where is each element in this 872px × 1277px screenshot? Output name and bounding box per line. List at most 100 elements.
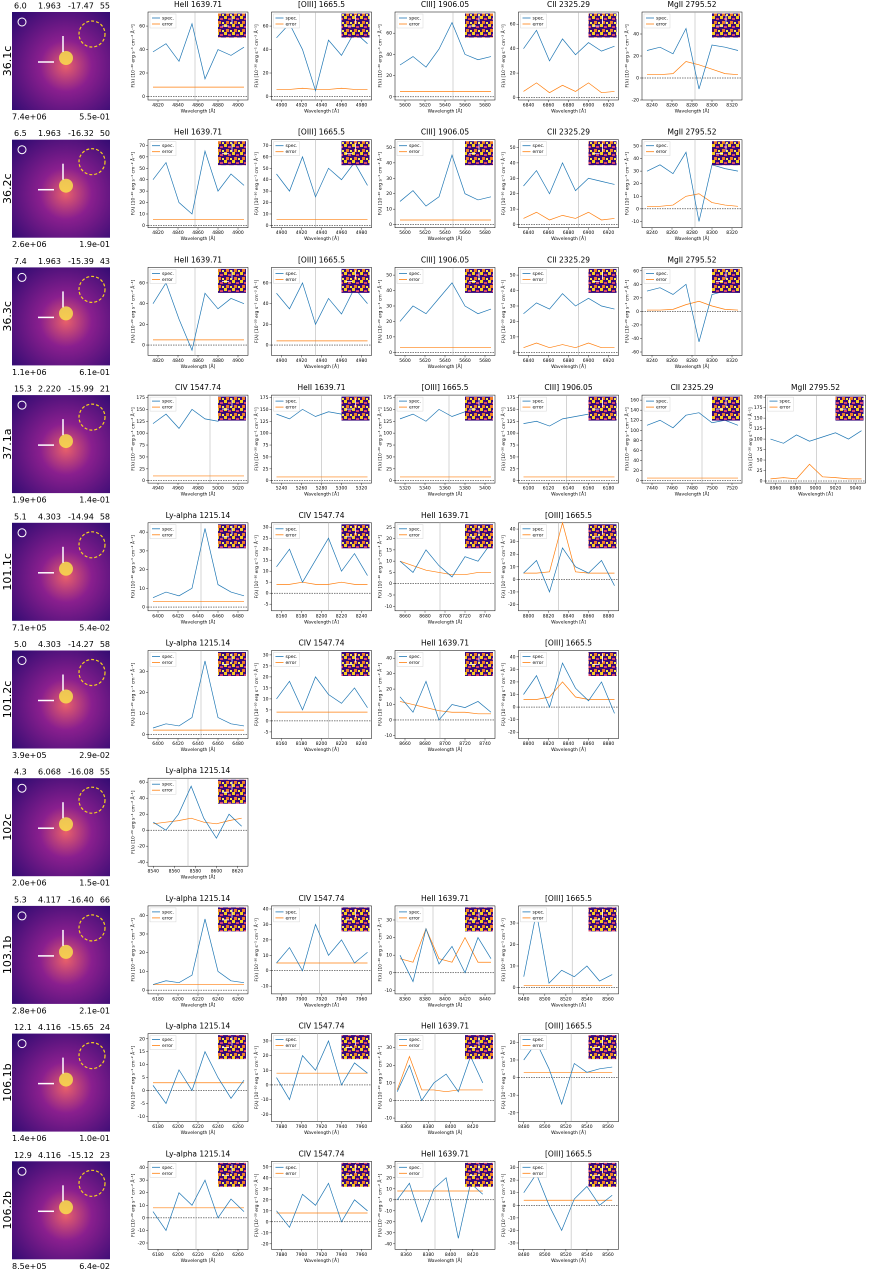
image-bottom-label: 5.5e-01 [79, 113, 110, 122]
x-tick-label: 5320 [399, 486, 411, 492]
legend-label: spec. [286, 655, 298, 660]
y-tick-label: 10 [386, 334, 392, 340]
y-tick-label: 0 [266, 223, 269, 229]
legend-box [149, 396, 177, 412]
legend-label: spec. [533, 1166, 545, 1171]
legend-label: spec. [286, 144, 298, 149]
y-axis-label: F(λ) [10⁻²⁰ erg s⁻¹ cm⁻² Å⁻¹] [377, 1046, 384, 1110]
y-tick-label: 30 [510, 303, 516, 309]
y-axis-label: F(λ) [10⁻²⁰ erg s⁻¹ cm⁻² Å⁻¹] [253, 1046, 260, 1110]
x-tick-label: 8200 [316, 741, 328, 747]
legend-label: spec. [533, 272, 545, 277]
y-tick-label: 15 [139, 1049, 145, 1055]
y-tick-label: 30 [386, 917, 392, 923]
y-tick-label: 20 [263, 674, 269, 680]
thumb-marker [17, 400, 27, 410]
legend-box [273, 652, 300, 667]
y-axis-label: F(λ) [10⁻²⁰ erg s⁻¹ cm⁻² Å⁻¹] [500, 1173, 507, 1237]
x-tick-label: 6900 [583, 358, 595, 364]
y-tick-label: 20 [633, 54, 639, 60]
panel-title: HeII 1639.71 [174, 0, 222, 9]
y-axis-label: F(λ) [10⁻²⁰ erg s⁻¹ cm⁻² Å⁻¹] [500, 24, 507, 88]
y-tick-label: 50 [263, 454, 269, 460]
x-axis-label: Wavelength [Å] [551, 235, 586, 242]
y-tick-label: 40 [633, 32, 639, 38]
x-axis-label: Wavelength [Å] [181, 235, 216, 242]
x-tick-label: 5680 [479, 230, 491, 236]
y-tick-label: 40 [633, 458, 639, 464]
legend-label: error [286, 532, 297, 538]
spec-line [152, 918, 245, 985]
x-tick-label: 6240 [212, 1124, 224, 1130]
image-top-label: 2.220 [38, 385, 61, 394]
y-tick-label: 20 [386, 73, 392, 79]
y-tick-label: 0 [513, 95, 516, 101]
legend-box [273, 396, 300, 412]
x-tick-label: 8240 [356, 741, 368, 747]
x-axis-label: Wavelength [Å] [551, 1257, 586, 1264]
error-line [523, 342, 615, 349]
legend-label: error [409, 22, 420, 28]
x-tick-label: 8620 [232, 869, 244, 875]
x-tick-label: 5660 [459, 103, 471, 109]
x-axis-label: Wavelength [Å] [428, 1001, 463, 1008]
image-top-label: 12.9 [14, 1151, 32, 1160]
y-tick-label: 10 [263, 1068, 269, 1074]
panel-title: CIV 1547.74 [299, 511, 345, 520]
row-label: 106.2b [1, 1191, 14, 1229]
image-top-label: 4.116 [38, 1023, 61, 1032]
legend-label: spec. [162, 655, 174, 660]
legend-label: spec. [533, 17, 545, 22]
y-tick-label: 40 [386, 656, 392, 662]
y-tick-label: 10 [510, 1190, 516, 1196]
panel-title: [OIII] 1665.5 [545, 894, 592, 903]
x-tick-label: 8840 [563, 741, 575, 747]
y-tick-label: 100 [507, 431, 516, 437]
x-axis-label: Wavelength [Å] [304, 235, 339, 242]
x-tick-label: 6900 [583, 103, 595, 109]
legend-label: spec. [409, 527, 421, 532]
spec-line [646, 27, 739, 90]
x-tick-label: 8480 [518, 1252, 530, 1258]
thumb-source [59, 1072, 73, 1087]
x-tick-label: 8540 [581, 1124, 593, 1130]
spec-line [152, 22, 245, 80]
x-tick-label: 8300 [706, 230, 718, 236]
y-tick-label: 0 [389, 1197, 392, 1203]
x-tick-label: 4940 [316, 103, 328, 109]
x-tick-label: 6260 [232, 996, 244, 1002]
x-tick-label: 4900 [232, 358, 244, 364]
x-tick-label: 6420 [172, 613, 184, 619]
x-tick-label: 6880 [563, 358, 575, 364]
x-tick-label: 8560 [602, 1252, 614, 1258]
x-axis-label: Wavelength [Å] [304, 746, 339, 753]
error-line [276, 87, 368, 90]
y-tick-label: 100 [136, 431, 145, 437]
x-tick-label: 4980 [356, 230, 368, 236]
y-tick-label: 30 [139, 931, 145, 937]
y-axis-label: F(λ) [10⁻²⁰ erg s⁻¹ cm⁻² Å⁻¹] [624, 152, 631, 216]
image-top-label: 66 [100, 895, 110, 904]
x-tick-label: 8980 [790, 486, 802, 492]
y-axis-label: F(λ) [10⁻²⁰ erg s⁻¹ cm⁻² Å⁻¹] [500, 663, 507, 727]
y-tick-label: 30 [386, 1045, 392, 1051]
panel-title: CII 2325.29 [547, 128, 590, 137]
y-tick-label: 50 [510, 273, 516, 279]
y-tick-label: 30 [386, 1164, 392, 1170]
legend-box [396, 1163, 424, 1178]
y-tick-label: -10 [508, 717, 515, 723]
x-tick-label: 6220 [192, 1252, 204, 1258]
x-tick-label: 6200 [172, 996, 184, 1002]
y-tick-label: 40 [139, 47, 145, 53]
y-axis-label: F(λ) [10⁻²⁰ erg s⁻¹ cm⁻² Å⁻¹] [253, 663, 260, 727]
legend-box [273, 141, 300, 156]
legend-box [396, 13, 424, 29]
error-line [399, 927, 491, 963]
y-tick-label: 10 [386, 1186, 392, 1192]
y-tick-label: 0 [636, 76, 639, 82]
legend-label: spec. [162, 17, 174, 22]
x-tick-label: 4840 [172, 103, 184, 109]
x-tick-label: 6840 [523, 358, 535, 364]
panel-title: CIV 1547.74 [299, 1022, 345, 1031]
x-tick-label: 5640 [439, 230, 451, 236]
